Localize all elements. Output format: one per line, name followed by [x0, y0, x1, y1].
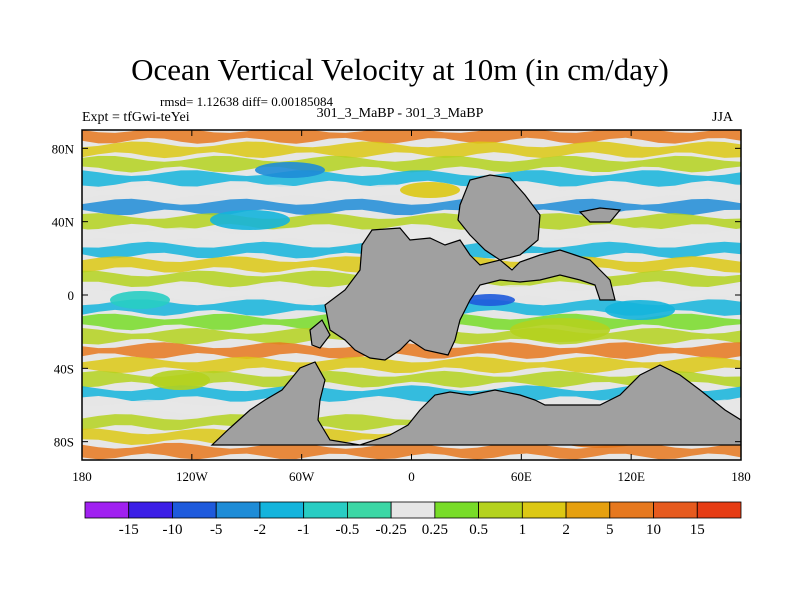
colorbar-swatch	[478, 501, 523, 519]
colorbar: -15 -10 -5 -2 -1 -0.5 -0.25 0.25 0.5 1 2 5 10 15	[84, 501, 742, 538]
colorbar-swatch	[565, 501, 611, 519]
colorbar-label: -2	[254, 522, 267, 538]
field-band	[82, 198, 741, 216]
colorbar-label: 0.25	[422, 522, 448, 538]
colorbar-swatch	[215, 501, 261, 519]
field-band	[82, 342, 741, 359]
colorbar-label: -10	[162, 522, 182, 538]
x-tick-label: 180	[72, 469, 92, 484]
land-africa-eurasia	[324, 227, 616, 361]
colorbar-label: 10	[646, 522, 661, 538]
colorbar-label: -1	[297, 522, 310, 538]
x-tick-label: 120W	[176, 469, 209, 484]
rmsd-diff-stats: rmsd= 1.12638 diff= 0.00185084	[160, 94, 333, 109]
land-east-island	[578, 207, 622, 223]
field-band	[82, 155, 741, 173]
y-tick-label: 40N	[52, 215, 75, 230]
field-patch	[400, 182, 460, 198]
x-tick-label: 120E	[617, 469, 645, 484]
field-patch	[210, 210, 290, 230]
colorbar-label: -0.5	[336, 522, 360, 538]
experiment-label: Expt = tfGwi-teYei	[82, 110, 190, 125]
field-band	[82, 130, 741, 144]
colorbar-swatch	[128, 501, 173, 519]
field-patch	[110, 291, 170, 309]
colorbar-swatch	[303, 501, 348, 519]
colorbar-swatch	[259, 501, 305, 519]
y-tick-label: 40S	[54, 361, 74, 376]
y-tick-label: 80N	[52, 141, 75, 156]
colorbar-label: 2	[562, 522, 570, 538]
field-patch	[255, 162, 325, 178]
field-band	[82, 370, 741, 388]
land-north-pole-region	[457, 174, 541, 261]
x-tick-label: 60E	[511, 469, 532, 484]
colorbar-swatch	[346, 501, 392, 519]
field-band	[82, 356, 741, 374]
colorbar-swatch	[521, 501, 567, 519]
colorbar-swatch	[653, 501, 698, 519]
land-antarctica	[210, 361, 741, 446]
field-patch	[510, 318, 610, 342]
x-tick-label: 60W	[289, 469, 315, 484]
season-label: JJA	[712, 110, 734, 125]
field-patch	[605, 300, 675, 320]
colorbar-swatch	[390, 501, 436, 519]
axis-ticks	[81, 130, 742, 460]
colorbar-swatch	[172, 501, 217, 519]
x-tick-label: 180	[731, 469, 751, 484]
field-patch	[465, 294, 515, 306]
field-band	[82, 442, 741, 460]
y-tick-label: 0	[68, 288, 75, 303]
map-plot	[82, 130, 741, 460]
colorbar-label: -5	[210, 522, 223, 538]
colorbar-label: -15	[119, 522, 139, 538]
x-tick-label: 0	[408, 469, 415, 484]
chart-title: Ocean Vertical Velocity at 10m (in cm/da…	[131, 52, 669, 87]
experiment-comparison-label: 301_3_MaBP - 301_3_MaBP	[316, 106, 484, 121]
colorbar-label: 15	[690, 522, 705, 538]
colorbar-label: -0.25	[376, 522, 407, 538]
colorbar-swatch	[609, 501, 654, 519]
colorbar-label: 0.5	[469, 522, 488, 538]
axis-tick-labels: 180 120W 60W 0 60E 120E 180 80N 40N 0 40S 80S	[52, 141, 751, 484]
colorbar-label: 1	[519, 522, 527, 538]
field-patch	[150, 370, 210, 390]
land-west-island	[309, 319, 331, 349]
y-tick-label: 80S	[54, 435, 74, 450]
field-band	[82, 227, 741, 245]
field-band	[82, 141, 741, 159]
colorbar-swatch	[434, 501, 480, 519]
field-band	[82, 385, 741, 402]
colorbar-swatch	[696, 501, 742, 519]
colorbar-swatch	[84, 501, 130, 519]
field-band	[82, 170, 741, 187]
land-masses	[210, 174, 741, 446]
colorbar-label: 5	[606, 522, 614, 538]
